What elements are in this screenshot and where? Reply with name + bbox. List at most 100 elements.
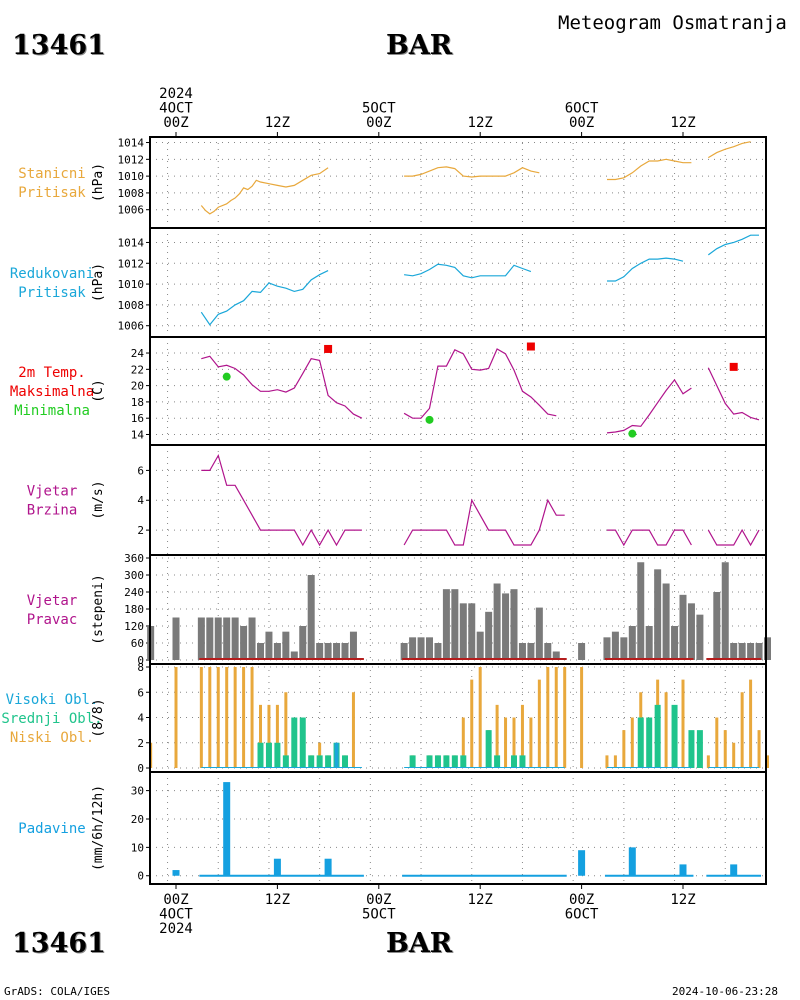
y-axis-label: (m/s)	[91, 480, 106, 519]
cloud-bar-low	[554, 667, 558, 768]
y-tick-label: 6	[137, 464, 144, 477]
min-temp-marker	[628, 429, 637, 438]
data-bar	[257, 643, 264, 660]
data-bar	[755, 643, 763, 660]
y-tick-label: 300	[124, 569, 144, 582]
cloud-bar-low	[267, 704, 271, 768]
cloud-bar-mid	[654, 704, 661, 768]
data-bar	[518, 643, 526, 660]
side-label: Srednji Obl.	[1, 711, 102, 727]
y-axis-label: (C)	[91, 379, 106, 402]
data-bar	[544, 643, 552, 660]
panel-frame	[149, 336, 767, 446]
cloud-bar-low	[225, 667, 229, 768]
top-time-label: 2024	[159, 86, 193, 102]
y-tick-label: 0	[137, 654, 144, 667]
side-label: Redukovani	[10, 266, 94, 282]
cloud-bar-mid	[460, 755, 467, 768]
data-bar	[172, 617, 180, 660]
data-bar	[248, 617, 256, 660]
cloud-bar-mid	[688, 730, 695, 768]
panel-frame	[149, 136, 767, 229]
panel-2: 1006 1008 1010 1012 1014 Redukovani Pritisak (h…	[10, 227, 767, 338]
max-temp-marker	[324, 344, 333, 353]
data-bar	[333, 643, 341, 660]
data-bar	[603, 637, 611, 660]
timestamp-label: 2024-10-06-23:28	[672, 985, 778, 998]
cloud-bar-mid	[519, 755, 526, 768]
y-tick-label: 4	[137, 712, 144, 725]
cloud-bar-low	[766, 755, 769, 768]
top-time-label: 12Z	[265, 115, 290, 131]
cloud-bar-mid	[494, 755, 501, 768]
cloud-bar-mid	[426, 755, 433, 768]
cloud-bar-mid	[299, 717, 306, 768]
y-tick-label: 20	[131, 813, 144, 826]
side-label: Minimalna	[14, 403, 90, 419]
y-tick-label: 240	[124, 586, 144, 599]
data-bar	[459, 603, 467, 660]
data-bar	[578, 850, 586, 876]
cloud-bar-high	[334, 742, 339, 768]
cloud-bar-low	[563, 667, 567, 768]
max-temp-marker	[526, 342, 535, 351]
cloud-bar-low	[664, 692, 668, 768]
data-bar	[485, 611, 493, 660]
y-tick-label: 1014	[118, 137, 145, 150]
panel-6: 0 2 4 6 8 Visoki Obl. Srednji Obl. Niski Obl.(8…	[1, 661, 769, 775]
cloud-bar-mid	[485, 730, 492, 768]
cloud-bar-low	[259, 704, 262, 768]
data-bar	[662, 583, 670, 660]
y-tick-label: 2	[137, 524, 144, 537]
data-bar	[468, 603, 476, 660]
panel-frame	[149, 444, 767, 556]
cloud-bar-low	[470, 679, 474, 768]
panel-3: 14 16 18 20 22 24 2m Temp. Maksimalna Minimalna(…	[10, 336, 767, 446]
top-time-label: 6OCT	[565, 101, 599, 117]
y-axis-label: (hPa)	[91, 163, 106, 202]
y-axis-label: (mm/6h/12h)	[91, 785, 106, 871]
data-bar	[611, 631, 619, 660]
cloud-bar-mid	[443, 755, 450, 768]
max-temp-marker	[729, 362, 738, 371]
cloud-bar-low	[732, 742, 736, 768]
data-bar	[738, 643, 746, 660]
data-bar	[349, 631, 357, 660]
cloud-bar-low	[504, 717, 508, 768]
series-line	[707, 528, 760, 547]
data-bar	[721, 562, 729, 660]
cloud-bar-mid	[291, 717, 298, 768]
bottom-time-label: 6OCT	[565, 907, 599, 923]
bottom-time-label: 00Z	[569, 892, 594, 908]
cloud-bar-low	[495, 704, 499, 768]
data-bar	[324, 858, 332, 876]
cloud-bar-low	[461, 717, 465, 768]
panel-4: 2 4 6 Vjetar Brzina (m/s)	[27, 444, 767, 556]
cloud-bar-low	[706, 755, 710, 768]
series-line	[607, 529, 692, 547]
data-bar	[637, 562, 645, 660]
cloud-bar-low	[512, 717, 516, 768]
panel-frame	[149, 227, 767, 338]
cloud-bar-low	[208, 667, 212, 768]
top-time-label: 00Z	[366, 115, 391, 131]
cloud-bar-low	[757, 730, 761, 768]
data-bar	[620, 637, 628, 660]
series-line	[201, 355, 363, 419]
bottom-time-label: 12Z	[670, 892, 695, 908]
data-bar	[764, 637, 771, 660]
cloud-bar-mid	[342, 755, 348, 768]
data-bar	[299, 626, 307, 660]
station-name-top: BAR	[386, 30, 453, 61]
series-line	[707, 367, 760, 421]
bottom-time-label: 00Z	[163, 892, 188, 908]
y-tick-label: 1012	[118, 257, 145, 270]
y-tick-label: 0	[137, 870, 144, 883]
cloud-bar-low	[580, 667, 584, 768]
cloud-bar-low	[723, 730, 727, 768]
data-bar	[282, 631, 290, 660]
data-bar	[400, 643, 408, 660]
data-bar	[671, 626, 679, 660]
data-bar	[442, 589, 450, 660]
y-tick-label: 360	[124, 552, 144, 565]
